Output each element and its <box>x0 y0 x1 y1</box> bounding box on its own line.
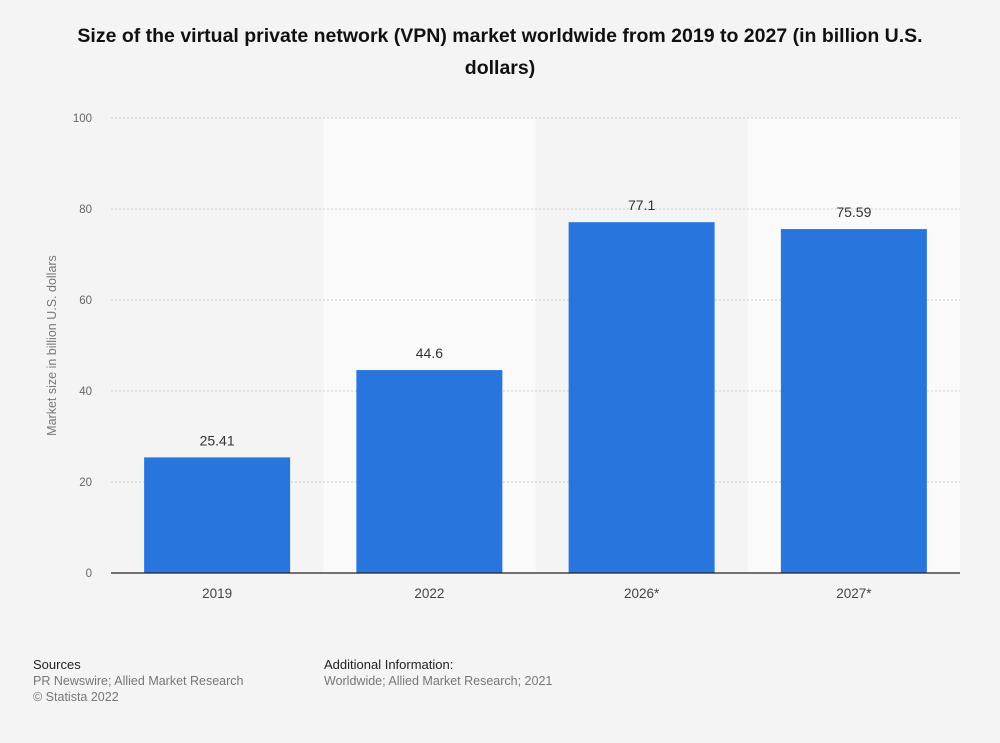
chart-title: Size of the virtual private network (VPN… <box>77 25 923 79</box>
data-label: 44.6 <box>416 345 443 361</box>
additional-info-heading: Additional Information: <box>324 657 454 672</box>
x-tick-label: 2019 <box>202 586 232 601</box>
data-label: 75.59 <box>836 204 871 220</box>
x-tick-label: 2026* <box>624 586 660 601</box>
x-tick-label: 2027* <box>836 586 872 601</box>
y-tick-label: 100 <box>73 113 92 125</box>
data-label: 77.1 <box>628 197 655 213</box>
y-axis-title: Market size in billion U.S. dollars <box>45 255 59 436</box>
bar <box>144 457 291 573</box>
bar <box>780 229 927 574</box>
sources-heading: Sources <box>33 657 81 672</box>
y-tick-label: 40 <box>79 386 92 398</box>
additional-info-block: Additional Information: Worldwide; Allie… <box>324 657 552 689</box>
y-tick-label: 20 <box>79 477 92 489</box>
sources-line: PR Newswire; Allied Market Research <box>33 674 244 688</box>
copyright-line: © Statista 2022 <box>33 690 119 704</box>
y-tick-label: 0 <box>86 568 92 580</box>
data-label: 25.41 <box>200 432 235 448</box>
x-tick-label: 2022 <box>414 586 444 601</box>
bar <box>356 370 503 573</box>
y-tick-label: 80 <box>79 204 92 216</box>
additional-info-line: Worldwide; Allied Market Research; 2021 <box>324 674 553 688</box>
bar <box>568 222 715 573</box>
sources-block: Sources PR Newswire; Allied Market Resea… <box>33 657 244 705</box>
y-tick-label: 60 <box>79 295 92 307</box>
